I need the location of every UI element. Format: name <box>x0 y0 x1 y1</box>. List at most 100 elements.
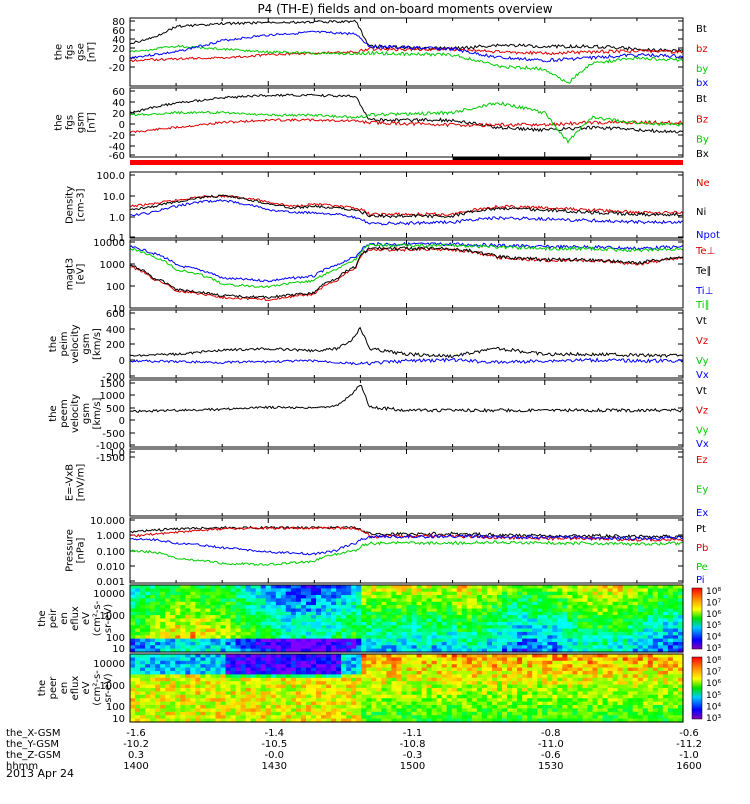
spectrogram-cell <box>280 684 287 689</box>
spectrogram-cell <box>295 715 302 720</box>
spectrogram-cell <box>170 698 176 703</box>
spectrogram-cell <box>260 671 267 675</box>
ylabel-peir-spec: thepeirenefluxeV(cm²-s-sr-eV) <box>37 600 114 636</box>
spectrogram-cell <box>280 664 287 669</box>
spectrogram-cell <box>205 621 211 626</box>
spectrogram-cell <box>602 621 609 626</box>
spectrogram-cell <box>577 671 583 675</box>
spectrogram-cell <box>461 654 468 658</box>
spectrogram-cell <box>270 615 277 620</box>
spectrogram-cell <box>250 618 257 623</box>
spectrogram-cell <box>200 671 206 675</box>
spectrogram-cell <box>180 645 186 650</box>
spectrogram-cell <box>285 657 292 662</box>
spectrogram-cell <box>471 688 478 692</box>
spectrogram-cell <box>230 708 237 713</box>
ylabel-line: [nPa] <box>76 537 87 563</box>
spectrogram-cell <box>441 648 448 653</box>
spectrogram-cell <box>270 625 277 630</box>
spectrogram-cell <box>225 588 232 593</box>
spectrogram-cell <box>386 674 392 679</box>
spectrogram-cell <box>265 628 272 633</box>
ylabel-line: [eV] <box>76 264 87 285</box>
spectrogram-cell <box>416 648 423 653</box>
spectrogram-cell <box>607 642 614 646</box>
spectrogram-cell <box>481 605 488 610</box>
spectrogram-cell <box>426 608 433 613</box>
spectrogram-cell <box>486 677 493 682</box>
spectrogram-cell <box>260 718 267 723</box>
spectrogram-cell <box>381 718 387 723</box>
spectrogram-cell <box>366 681 372 686</box>
spectrogram-cell <box>512 648 518 653</box>
spectrogram-cell <box>275 711 282 716</box>
spectrogram-cell <box>547 638 553 643</box>
spectrogram-cell <box>346 621 352 626</box>
spectrogram-cell <box>290 598 297 603</box>
spectrogram-cell <box>667 698 674 703</box>
spectrogram-cell <box>431 615 438 620</box>
spectrogram-cell <box>436 591 443 596</box>
spectrogram-cell <box>617 654 624 658</box>
spectrogram-cell <box>165 648 171 653</box>
spectrogram-cell <box>527 711 533 716</box>
spectrogram-cell <box>627 621 634 626</box>
spectrogram-cell <box>331 628 337 633</box>
spectrogram-cell <box>361 657 367 662</box>
spectrogram-cell <box>567 588 573 593</box>
spectrogram-cell <box>341 701 347 706</box>
legend-Bt: Bt <box>696 24 707 35</box>
spectrogram-cell <box>612 638 619 643</box>
spectrogram-cell <box>290 642 297 646</box>
spectrogram-cell <box>255 645 262 650</box>
spectrogram-cell <box>441 691 448 696</box>
spectrogram-cell <box>572 677 578 682</box>
spectrogram-cell <box>486 588 493 593</box>
spectrogram-cell <box>285 585 292 589</box>
spectrogram-cell <box>597 708 604 713</box>
spectrogram-cell <box>150 645 156 650</box>
spectrogram-cell <box>160 677 166 682</box>
spectrogram-cell <box>582 684 589 689</box>
spectrogram-cell <box>230 715 237 720</box>
spectrogram-cell <box>577 660 583 665</box>
legend-Vx: Vx <box>696 370 709 381</box>
spectrogram-cell <box>451 618 458 623</box>
panel-frame <box>129 653 684 723</box>
spectrogram-cell <box>215 705 222 709</box>
colorbar-label: 10⁶ <box>706 679 721 689</box>
spectrogram-cell <box>502 605 508 610</box>
spectrogram-cell <box>602 611 609 616</box>
spectrogram-cell <box>381 694 387 699</box>
spectrogram-cell <box>170 631 176 636</box>
spectrogram-cell <box>331 677 337 682</box>
spectrogram-cell <box>622 667 629 672</box>
spectrogram-cell <box>275 664 282 669</box>
spectrogram-cell <box>416 642 423 646</box>
spectrogram-cell <box>461 698 468 703</box>
spectrogram-cell <box>512 635 518 640</box>
spectrogram-cell <box>416 715 423 720</box>
spectrogram-cell <box>471 698 478 703</box>
spectrogram-cell <box>215 645 222 650</box>
spectrogram-cell <box>240 611 247 616</box>
spectrogram-cell <box>361 705 367 709</box>
spectrogram-cell <box>145 591 151 596</box>
spectrogram-cell <box>235 715 242 720</box>
spectrogram-cell <box>678 628 684 633</box>
spectrogram-cell <box>497 654 503 658</box>
spectrogram-cell <box>260 595 267 599</box>
spectrogram-cell <box>331 598 337 603</box>
spectrogram-cell <box>416 674 423 679</box>
spectrogram-cell <box>290 698 297 703</box>
spectrogram-cell <box>381 615 387 620</box>
spectrogram-cell <box>507 705 513 709</box>
spectrogram-cell <box>476 621 483 626</box>
spectrogram-cell <box>200 615 206 620</box>
spectrogram-cell <box>678 701 684 706</box>
spectrogram-cell <box>245 598 252 603</box>
spectrogram-cell <box>481 595 488 599</box>
spectrogram-cell <box>371 601 377 606</box>
spectrogram-cell <box>486 711 493 716</box>
spectrogram-cell <box>672 621 679 626</box>
